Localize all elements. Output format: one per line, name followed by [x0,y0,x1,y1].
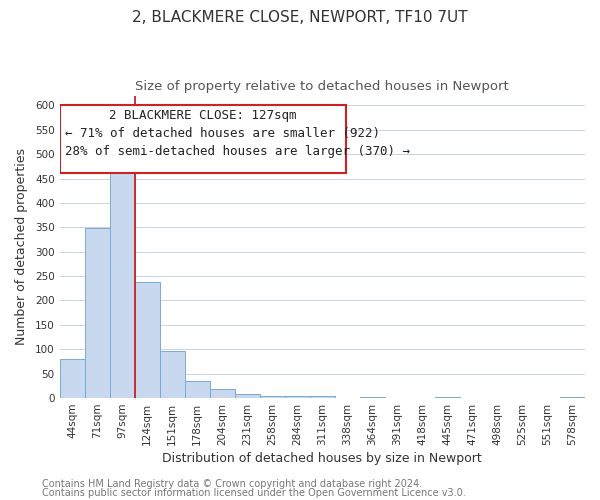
Bar [160,350,185,398]
Bar [435,397,460,398]
Text: 28% of semi-detached houses are larger (370) →: 28% of semi-detached houses are larger (… [65,146,410,158]
Bar [260,396,285,398]
FancyBboxPatch shape [59,104,346,172]
Bar [235,394,260,398]
Bar [85,228,110,398]
Bar [560,397,585,398]
Bar [185,381,209,398]
Bar [110,168,134,398]
Y-axis label: Number of detached properties: Number of detached properties [15,148,28,346]
Text: ← 71% of detached houses are smaller (922): ← 71% of detached houses are smaller (92… [65,128,380,140]
Text: 2 BLACKMERE CLOSE: 127sqm: 2 BLACKMERE CLOSE: 127sqm [109,109,296,122]
Text: Contains public sector information licensed under the Open Government Licence v3: Contains public sector information licen… [42,488,466,498]
Text: 2, BLACKMERE CLOSE, NEWPORT, TF10 7UT: 2, BLACKMERE CLOSE, NEWPORT, TF10 7UT [132,10,468,25]
Bar [134,282,160,398]
Bar [285,396,310,398]
Bar [59,359,85,398]
Text: Contains HM Land Registry data © Crown copyright and database right 2024.: Contains HM Land Registry data © Crown c… [42,479,422,489]
Bar [360,396,385,398]
Title: Size of property relative to detached houses in Newport: Size of property relative to detached ho… [136,80,509,93]
X-axis label: Distribution of detached houses by size in Newport: Distribution of detached houses by size … [163,452,482,465]
Bar [209,390,235,398]
Bar [310,396,335,398]
